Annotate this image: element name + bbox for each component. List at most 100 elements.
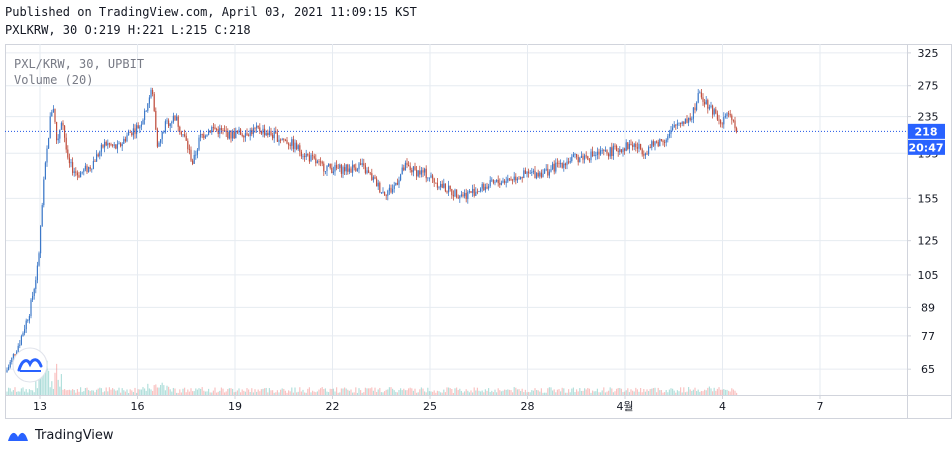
volume-bar [169, 389, 171, 395]
candle-body [475, 191, 477, 196]
volume-bar [521, 388, 523, 395]
volume-bar [144, 388, 146, 395]
candle-body [406, 162, 408, 166]
candle-body [244, 133, 246, 138]
candle-body [584, 155, 586, 160]
volume-bar [102, 392, 104, 395]
volume-bar [54, 372, 56, 395]
volume-bar [369, 388, 371, 395]
volume-bar [475, 390, 477, 395]
candle-body [268, 130, 270, 135]
volume-bar [430, 391, 432, 395]
candle-body [80, 172, 82, 178]
volume-bar [337, 392, 339, 395]
volume-bar [124, 391, 126, 395]
volume-bar [177, 392, 179, 395]
candle-body [400, 174, 402, 181]
candle-body [673, 124, 675, 128]
candle-body [126, 135, 128, 142]
candle-body [675, 124, 677, 126]
volume-bar [420, 387, 422, 395]
candle-body [691, 118, 693, 120]
volume-bar [416, 392, 418, 395]
volume-bar [190, 388, 192, 395]
volume-bar [129, 389, 131, 395]
candle-body [465, 192, 467, 199]
volume-bar [467, 390, 469, 395]
candle-body [643, 154, 645, 156]
volume-bar [339, 392, 341, 395]
candle-body [67, 149, 69, 158]
volume-bar [232, 388, 234, 395]
candle-body [699, 92, 701, 94]
candle-body [224, 130, 226, 131]
candle-body [480, 188, 482, 192]
candle-body [112, 144, 114, 146]
volume-bar [118, 387, 120, 395]
candle-body [467, 191, 469, 199]
volume-bar [60, 374, 62, 395]
candle-body [81, 171, 83, 173]
candle-body [680, 122, 682, 124]
volume-bar [635, 387, 637, 395]
volume-bar [680, 387, 682, 395]
volume-bar [116, 390, 118, 395]
price-badge: 218 20:47 [908, 123, 945, 155]
candle-body [100, 144, 102, 152]
volume-bar [59, 386, 61, 395]
candle-body [521, 177, 523, 179]
candle-body [294, 142, 296, 149]
candle-body [369, 172, 371, 174]
candle-body [448, 185, 450, 193]
candle-body [595, 155, 597, 156]
candle-body [396, 182, 398, 185]
volume-bar [480, 391, 482, 395]
candle-body [254, 128, 256, 129]
volume-bar [651, 388, 653, 395]
volume-bar [252, 392, 254, 395]
candle-body [299, 145, 301, 152]
volume-bar [507, 389, 509, 395]
volume-bar [289, 391, 291, 395]
volume-bar [473, 387, 475, 395]
volume-bar [259, 391, 261, 395]
price-axis[interactable]: 657789105125155195235275325 [907, 47, 939, 376]
candle-body [716, 113, 718, 120]
candle-body [456, 189, 458, 198]
volume-bar [110, 389, 112, 395]
volume-bar [721, 389, 723, 395]
candle-body [516, 178, 518, 181]
candle-body [17, 345, 19, 353]
volume-bar [518, 389, 520, 395]
candle-body [470, 191, 472, 193]
candle-body [193, 154, 195, 164]
candle-body [99, 151, 101, 157]
volume-bar [444, 392, 446, 395]
volume-bar [281, 388, 283, 395]
candle-body [158, 142, 160, 147]
volume-bar [280, 389, 282, 395]
volume-bar [46, 360, 48, 395]
volume-bar [16, 391, 18, 395]
volume-bar [380, 392, 382, 395]
candle-body [107, 143, 109, 146]
candle-body [662, 140, 664, 143]
volume-bar [345, 388, 347, 395]
candle-body [350, 168, 352, 173]
candle-body [412, 166, 414, 173]
volume-bar [300, 391, 302, 395]
volume-bar [524, 389, 526, 395]
candle-body [604, 150, 606, 151]
x-tick-label: 25 [423, 400, 437, 413]
candle-body [353, 164, 355, 168]
volume-bar [44, 364, 46, 395]
time-axis[interactable]: 13 16 19 22 25 28 4월 4 7 [33, 395, 824, 413]
candle-body [564, 163, 566, 166]
candle-body [366, 170, 368, 174]
candle-body [339, 164, 341, 169]
volume-bar [624, 391, 626, 395]
volume-bar [164, 390, 166, 395]
volume-bar [320, 388, 322, 395]
candle-body [659, 139, 661, 147]
